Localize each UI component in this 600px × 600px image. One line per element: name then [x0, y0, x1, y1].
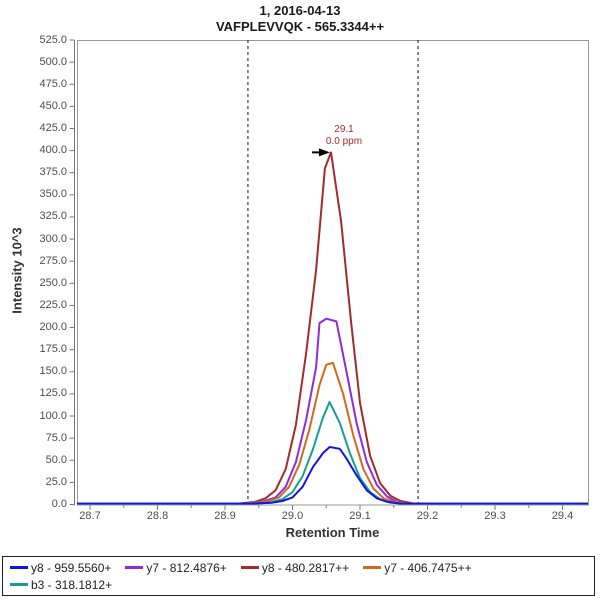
x-tick-label: 28.7	[79, 510, 101, 522]
y-tick-label: 250.0	[39, 276, 67, 289]
x-tick-label: 29.1	[349, 510, 371, 522]
legend-label: y8 - 480.2817++	[261, 560, 350, 575]
chromatogram-curve	[77, 446, 588, 505]
y-tick-label: 75.0	[45, 431, 67, 444]
legend-row: y8 - 959.5560+ y7 - 812.4876+ y8 - 480.2…	[10, 559, 594, 576]
peak-arrow-icon	[318, 148, 330, 157]
legend-row: b3 - 318.1812+	[10, 576, 594, 593]
y-tick-label: 475.0	[39, 77, 67, 90]
peak-annotation-ppm: 0.0 ppm	[325, 136, 363, 147]
series-color-swatch	[240, 566, 259, 569]
chromatogram-curve	[77, 317, 588, 505]
chart-subtitle: VAFPLEVVQK - 565.3344++	[215, 19, 385, 34]
y-tick-label: 500.0	[39, 55, 67, 68]
y-tick-label: 275.0	[39, 254, 67, 267]
chromatogram-curve	[77, 361, 588, 505]
legend-label: b3 - 318.1812+	[31, 577, 113, 592]
y-axis-title: Intensity 10^3	[9, 227, 25, 314]
legend-label: y7 - 812.4876+	[146, 560, 227, 575]
y-tick-label: 125.0	[39, 387, 67, 400]
y-tick-label: 450.0	[39, 99, 67, 112]
chromatogram-curve	[77, 151, 588, 505]
chart-title: 1, 2016-04-13	[259, 3, 341, 18]
y-tick-label: 350.0	[39, 188, 67, 201]
series-color-swatch	[10, 566, 28, 569]
chromatogram-curve	[77, 400, 588, 505]
legend: y8 - 959.5560+ y7 - 812.4876+ y8 - 480.2…	[2, 556, 595, 596]
legend-item: y7 - 812.4876+	[125, 560, 227, 575]
x-tick-label: 28.8	[146, 510, 169, 522]
y-tick-label: 175.0	[39, 343, 67, 356]
legend-label: y7 - 406.7475++	[384, 560, 472, 575]
y-tick-label: 150.0	[39, 365, 67, 378]
y-tick-label: 525.0	[39, 33, 67, 46]
series-color-swatch	[363, 566, 382, 569]
y-tick-label: 25.0	[45, 475, 67, 488]
legend-item: b3 - 318.1812+	[10, 578, 112, 592]
x-tick-label: 29.0	[281, 510, 304, 522]
plot-border	[77, 40, 589, 506]
y-tick-label: 200.0	[39, 321, 67, 334]
x-tick-label: 29.2	[416, 510, 439, 522]
x-tick-label: 29.4	[551, 510, 574, 522]
legend-item: y8 - 959.5560+	[10, 561, 111, 575]
y-tick-label: 100.0	[39, 409, 67, 422]
y-tick-label: 375.0	[39, 166, 67, 179]
y-tick-label: 400.0	[39, 144, 67, 157]
y-tick-label: 225.0	[39, 298, 67, 311]
y-tick-label: 0.0	[51, 498, 67, 510]
legend-item: y7 - 406.7475++	[363, 560, 472, 575]
legend-item: y8 - 480.2817++	[240, 560, 350, 575]
y-tick-label: 325.0	[39, 210, 67, 223]
series-color-swatch	[125, 566, 144, 569]
peak-annotation-rt: 29.1	[334, 124, 354, 135]
legend-label: y8 - 959.5560+	[31, 560, 112, 575]
y-tick-label: 50.0	[45, 453, 67, 466]
series-color-swatch	[10, 583, 28, 586]
x-axis-title: Retention Time	[285, 525, 380, 540]
y-tick-label: 425.0	[39, 121, 67, 134]
y-tick-label: 300.0	[39, 232, 67, 245]
x-tick-label: 28.9	[214, 510, 236, 522]
peak-annotation: 29.1 0.0 ppm	[294, 124, 394, 148]
x-tick-label: 29.3	[484, 510, 506, 522]
